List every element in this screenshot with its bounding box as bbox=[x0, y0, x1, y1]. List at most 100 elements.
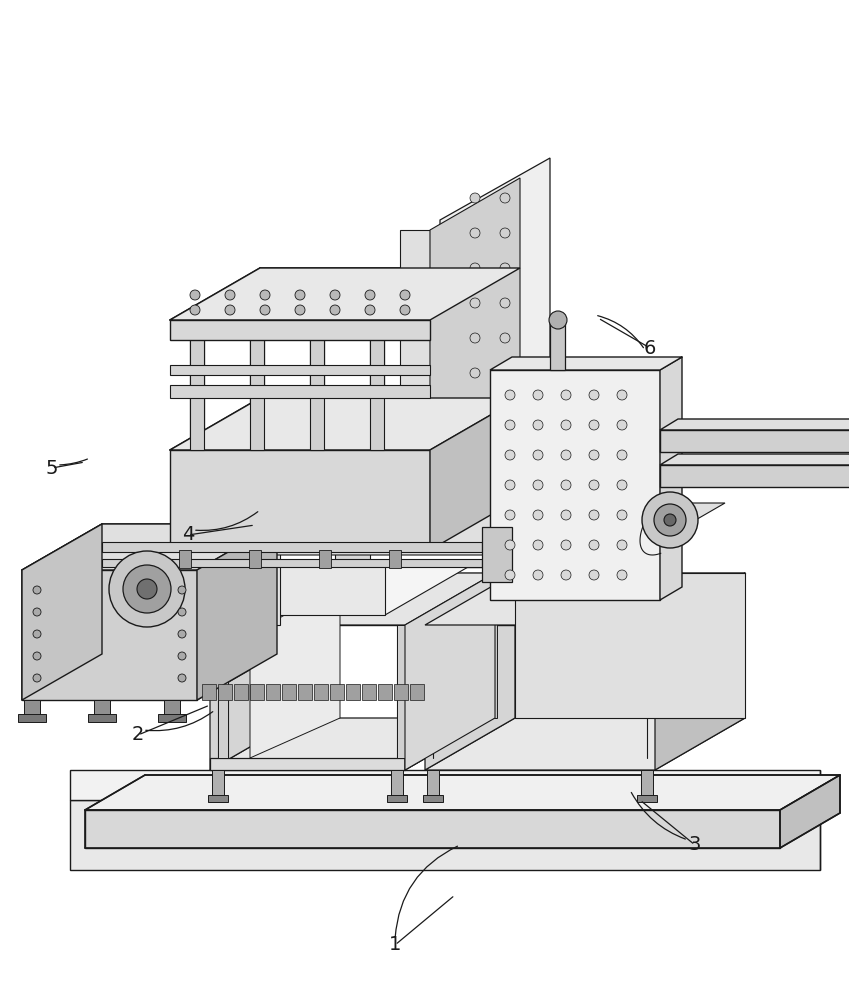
Polygon shape bbox=[158, 714, 186, 722]
Circle shape bbox=[33, 630, 41, 638]
Polygon shape bbox=[487, 573, 497, 718]
Circle shape bbox=[589, 390, 599, 400]
Polygon shape bbox=[660, 454, 849, 465]
Polygon shape bbox=[170, 450, 430, 550]
Circle shape bbox=[178, 674, 186, 682]
Circle shape bbox=[500, 333, 510, 343]
Circle shape bbox=[178, 652, 186, 660]
Circle shape bbox=[33, 674, 41, 682]
Circle shape bbox=[505, 570, 515, 580]
Polygon shape bbox=[70, 800, 820, 870]
Polygon shape bbox=[230, 563, 475, 615]
Circle shape bbox=[500, 263, 510, 273]
Polygon shape bbox=[430, 178, 520, 450]
Circle shape bbox=[225, 305, 235, 315]
Circle shape bbox=[617, 480, 627, 490]
Polygon shape bbox=[245, 485, 280, 625]
Polygon shape bbox=[210, 573, 300, 770]
Circle shape bbox=[330, 305, 340, 315]
Text: 5: 5 bbox=[46, 458, 59, 478]
Polygon shape bbox=[637, 795, 657, 802]
Circle shape bbox=[505, 420, 515, 430]
Polygon shape bbox=[85, 775, 840, 810]
Polygon shape bbox=[387, 795, 407, 802]
Polygon shape bbox=[218, 684, 232, 700]
Polygon shape bbox=[202, 684, 216, 700]
Polygon shape bbox=[250, 583, 340, 758]
Text: 6: 6 bbox=[644, 338, 656, 358]
Polygon shape bbox=[218, 625, 228, 758]
Circle shape bbox=[365, 305, 375, 315]
Polygon shape bbox=[378, 684, 392, 700]
Circle shape bbox=[470, 193, 480, 203]
Polygon shape bbox=[179, 550, 191, 568]
Circle shape bbox=[295, 305, 305, 315]
Polygon shape bbox=[18, 714, 46, 722]
Polygon shape bbox=[70, 770, 820, 800]
Polygon shape bbox=[170, 365, 430, 375]
Polygon shape bbox=[405, 573, 495, 770]
Circle shape bbox=[617, 420, 627, 430]
Circle shape bbox=[561, 480, 571, 490]
Circle shape bbox=[365, 290, 375, 300]
Circle shape bbox=[533, 480, 543, 490]
Polygon shape bbox=[319, 550, 331, 568]
Circle shape bbox=[190, 305, 200, 315]
Polygon shape bbox=[230, 565, 385, 615]
Circle shape bbox=[617, 570, 627, 580]
Circle shape bbox=[505, 390, 515, 400]
Polygon shape bbox=[346, 684, 360, 700]
Circle shape bbox=[178, 586, 186, 594]
Circle shape bbox=[589, 450, 599, 460]
Circle shape bbox=[617, 390, 627, 400]
Circle shape bbox=[589, 510, 599, 520]
Circle shape bbox=[617, 540, 627, 550]
Polygon shape bbox=[394, 684, 408, 700]
Polygon shape bbox=[423, 795, 443, 802]
Circle shape bbox=[295, 290, 305, 300]
Text: 2: 2 bbox=[132, 726, 144, 744]
Polygon shape bbox=[234, 684, 248, 700]
Polygon shape bbox=[425, 573, 745, 625]
Circle shape bbox=[470, 403, 480, 413]
Circle shape bbox=[500, 228, 510, 238]
Circle shape bbox=[589, 570, 599, 580]
Circle shape bbox=[33, 608, 41, 616]
Polygon shape bbox=[208, 795, 228, 802]
Text: 3: 3 bbox=[689, 836, 701, 854]
Circle shape bbox=[33, 652, 41, 660]
Polygon shape bbox=[210, 573, 495, 625]
Circle shape bbox=[330, 290, 340, 300]
Polygon shape bbox=[400, 230, 430, 450]
Polygon shape bbox=[425, 718, 745, 770]
Polygon shape bbox=[22, 524, 277, 570]
Polygon shape bbox=[430, 398, 520, 550]
Circle shape bbox=[533, 390, 543, 400]
Polygon shape bbox=[250, 684, 264, 700]
Circle shape bbox=[561, 510, 571, 520]
Polygon shape bbox=[440, 158, 550, 440]
Circle shape bbox=[664, 514, 676, 526]
Polygon shape bbox=[190, 320, 204, 450]
Polygon shape bbox=[410, 684, 424, 700]
Polygon shape bbox=[515, 573, 745, 718]
Polygon shape bbox=[391, 770, 403, 800]
Polygon shape bbox=[660, 419, 849, 430]
Circle shape bbox=[505, 510, 515, 520]
Polygon shape bbox=[389, 550, 401, 568]
Polygon shape bbox=[266, 684, 280, 700]
Polygon shape bbox=[641, 770, 653, 800]
Circle shape bbox=[617, 510, 627, 520]
Circle shape bbox=[642, 492, 698, 548]
Circle shape bbox=[500, 298, 510, 308]
Polygon shape bbox=[550, 320, 565, 370]
Polygon shape bbox=[85, 810, 780, 848]
Circle shape bbox=[260, 305, 270, 315]
Polygon shape bbox=[660, 465, 849, 487]
Polygon shape bbox=[197, 524, 277, 700]
Polygon shape bbox=[88, 714, 116, 722]
Circle shape bbox=[123, 565, 171, 613]
Circle shape bbox=[505, 480, 515, 490]
Circle shape bbox=[589, 480, 599, 490]
Circle shape bbox=[549, 311, 567, 329]
